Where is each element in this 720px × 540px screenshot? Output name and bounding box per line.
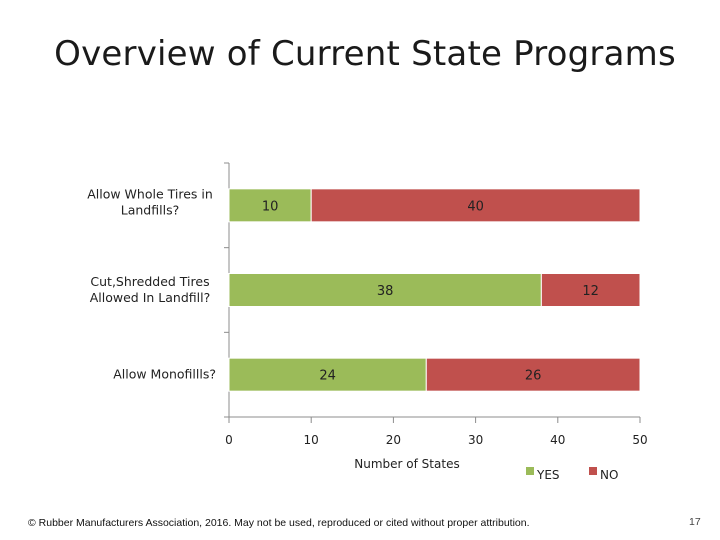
- data-label-no: 40: [467, 199, 484, 214]
- data-label-yes: 24: [319, 369, 336, 384]
- x-tick-label: 50: [632, 433, 647, 447]
- category-labels: Allow Whole Tires in Landfills? Cut,Shredd…: [87, 186, 216, 381]
- x-tick-label: 0: [225, 433, 233, 447]
- stacked-bar-chart: Allow Whole Tires in Landfills? Cut,Shredd…: [87, 162, 648, 482]
- legend-label-yes: YES: [536, 468, 560, 482]
- x-tick-label: 40: [550, 433, 565, 447]
- bar-yes: [228, 273, 542, 307]
- bar-no: [425, 357, 641, 392]
- category-label: Allow Monofillls?: [113, 367, 216, 382]
- x-tick-label: 10: [304, 433, 319, 447]
- bar-yes: [228, 188, 312, 223]
- legend-swatch-yes: [526, 467, 534, 475]
- x-axis-title: Number of States: [354, 457, 459, 471]
- data-labels: 10 40 38 12 24 26: [262, 199, 599, 383]
- data-label-no: 12: [582, 284, 599, 299]
- page-number: 17: [689, 516, 701, 528]
- copyright-footer: © Rubber Manufacturers Association, 2016…: [28, 517, 530, 529]
- bar-yes: [228, 357, 427, 392]
- x-tick-label: 30: [468, 433, 483, 447]
- data-label-yes: 38: [377, 284, 394, 299]
- bar-no: [310, 188, 641, 223]
- category-label: Cut,Shredded Tires Allowed In Landfill?: [90, 274, 210, 305]
- data-label-yes: 10: [262, 199, 279, 214]
- bar-no: [540, 273, 641, 307]
- legend-label-no: NO: [600, 468, 618, 482]
- x-tick-labels: 0 10 20 30 40 50: [225, 433, 647, 447]
- chart-bars: [228, 188, 641, 392]
- data-label-no: 26: [525, 369, 542, 384]
- category-label: Allow Whole Tires in Landfills?: [87, 186, 213, 217]
- legend: YES NO: [526, 467, 618, 482]
- slide-title: Overview of Current State Programs: [54, 34, 676, 74]
- x-tick-label: 20: [386, 433, 401, 447]
- legend-swatch-no: [589, 467, 597, 475]
